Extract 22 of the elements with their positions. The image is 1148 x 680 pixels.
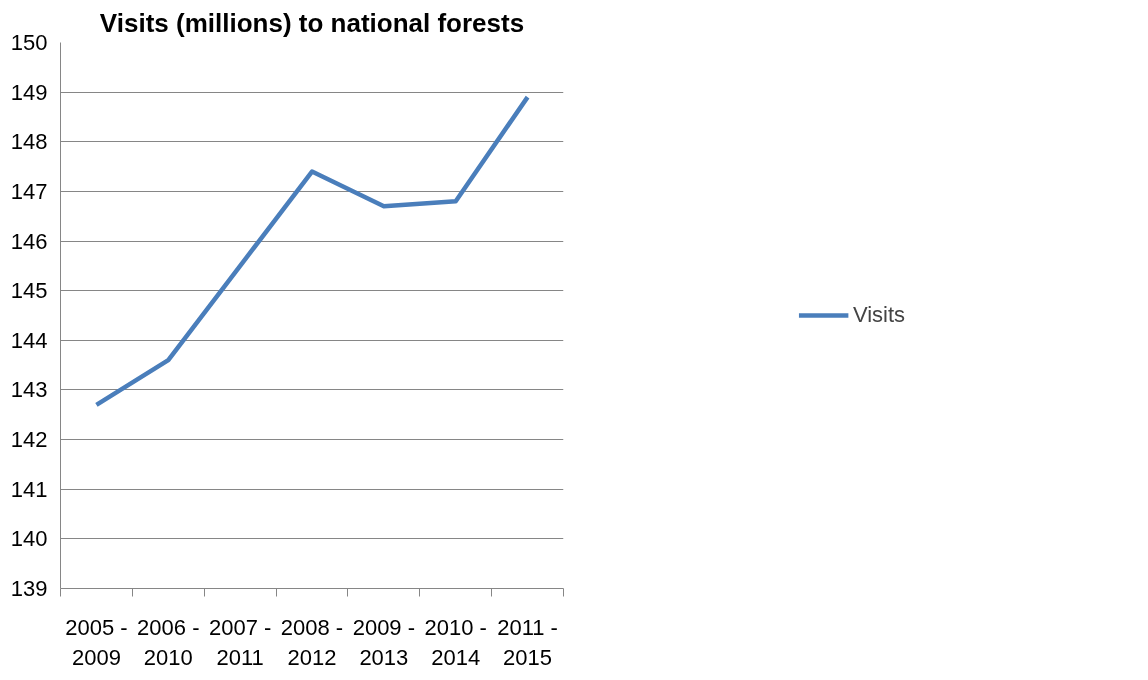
x-tick-label: 2008 - 2012 bbox=[280, 614, 344, 670]
y-tick-label: 143 bbox=[10, 377, 48, 403]
chart-title: Visits (millions) to national forests bbox=[99, 7, 525, 38]
y-tick-label: 145 bbox=[10, 278, 48, 304]
y-tick-label: 144 bbox=[10, 327, 48, 353]
x-tick-label: 2009 - 2013 bbox=[352, 614, 416, 670]
y-tick-label: 142 bbox=[10, 427, 48, 453]
x-tick-label: 2006 - 2010 bbox=[137, 614, 200, 670]
y-tick-label: 146 bbox=[10, 228, 48, 254]
y-tick-label: 150 bbox=[10, 30, 48, 55]
x-tick-label: 2011 - 2015 bbox=[497, 614, 558, 670]
y-tick-label: 141 bbox=[10, 476, 48, 502]
y-tick-label: 139 bbox=[10, 576, 48, 601]
y-tick-label: 148 bbox=[10, 129, 48, 155]
x-tick-label: 2007 - 2011 bbox=[208, 614, 272, 670]
y-tick-label: 147 bbox=[10, 178, 48, 204]
x-tick-label: 2010 - 2014 bbox=[424, 614, 487, 670]
y-tick-label: 149 bbox=[10, 79, 48, 105]
x-tick-label: 2005 - 2009 bbox=[65, 614, 128, 670]
y-tick-label: 140 bbox=[10, 526, 48, 552]
legend-label: Visits bbox=[852, 302, 906, 328]
line-series bbox=[94, 94, 530, 408]
